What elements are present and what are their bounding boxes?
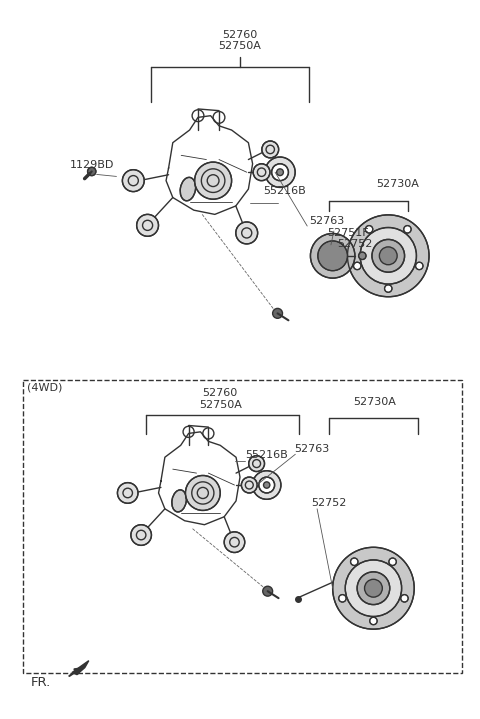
Circle shape	[122, 170, 144, 191]
Text: 1129BD: 1129BD	[70, 160, 114, 170]
Text: 52750A: 52750A	[199, 400, 241, 410]
Circle shape	[359, 252, 366, 260]
Circle shape	[333, 547, 414, 629]
Text: 52763: 52763	[294, 444, 330, 454]
Circle shape	[360, 227, 417, 284]
Circle shape	[273, 308, 283, 319]
Circle shape	[370, 617, 377, 625]
Circle shape	[259, 477, 275, 493]
Text: (4WD): (4WD)	[26, 383, 62, 393]
Circle shape	[389, 558, 396, 565]
Circle shape	[194, 162, 231, 199]
Circle shape	[379, 247, 397, 265]
Circle shape	[236, 222, 258, 244]
Text: 52752: 52752	[337, 239, 372, 249]
Bar	[23, 380, 462, 672]
Text: 55216B: 55216B	[245, 450, 288, 460]
Circle shape	[131, 525, 151, 545]
Circle shape	[311, 234, 355, 278]
Text: 52730A: 52730A	[354, 397, 396, 407]
Text: 52730A: 52730A	[376, 179, 419, 189]
Circle shape	[404, 226, 411, 233]
Text: 55216B: 55216B	[263, 186, 305, 196]
Circle shape	[416, 262, 423, 270]
Circle shape	[345, 560, 402, 616]
Circle shape	[118, 482, 138, 503]
Circle shape	[253, 164, 270, 180]
Circle shape	[87, 168, 96, 175]
Circle shape	[318, 241, 348, 270]
Circle shape	[348, 215, 429, 297]
Text: 52752: 52752	[311, 498, 347, 508]
Circle shape	[401, 595, 408, 602]
Circle shape	[276, 169, 283, 175]
Circle shape	[263, 586, 273, 596]
Circle shape	[372, 239, 405, 273]
Text: 52751F: 52751F	[327, 228, 369, 238]
Circle shape	[224, 532, 245, 552]
Circle shape	[365, 226, 373, 233]
Text: FR.: FR.	[30, 676, 51, 689]
Circle shape	[262, 141, 279, 158]
Text: 52760: 52760	[203, 388, 238, 398]
Text: 52750A: 52750A	[218, 42, 262, 52]
Circle shape	[384, 285, 392, 292]
Text: 52760: 52760	[222, 29, 258, 40]
Circle shape	[264, 482, 270, 488]
Circle shape	[137, 214, 158, 237]
Ellipse shape	[180, 178, 196, 201]
Ellipse shape	[172, 490, 186, 512]
Circle shape	[265, 157, 295, 188]
Circle shape	[272, 164, 288, 180]
Circle shape	[249, 456, 264, 472]
Circle shape	[185, 475, 220, 510]
Circle shape	[357, 572, 390, 605]
Circle shape	[364, 580, 383, 597]
Circle shape	[339, 595, 346, 602]
Text: 52763: 52763	[309, 216, 345, 226]
Circle shape	[354, 262, 361, 270]
Circle shape	[241, 477, 257, 493]
Polygon shape	[72, 661, 89, 674]
Circle shape	[350, 558, 358, 565]
Circle shape	[252, 471, 281, 499]
